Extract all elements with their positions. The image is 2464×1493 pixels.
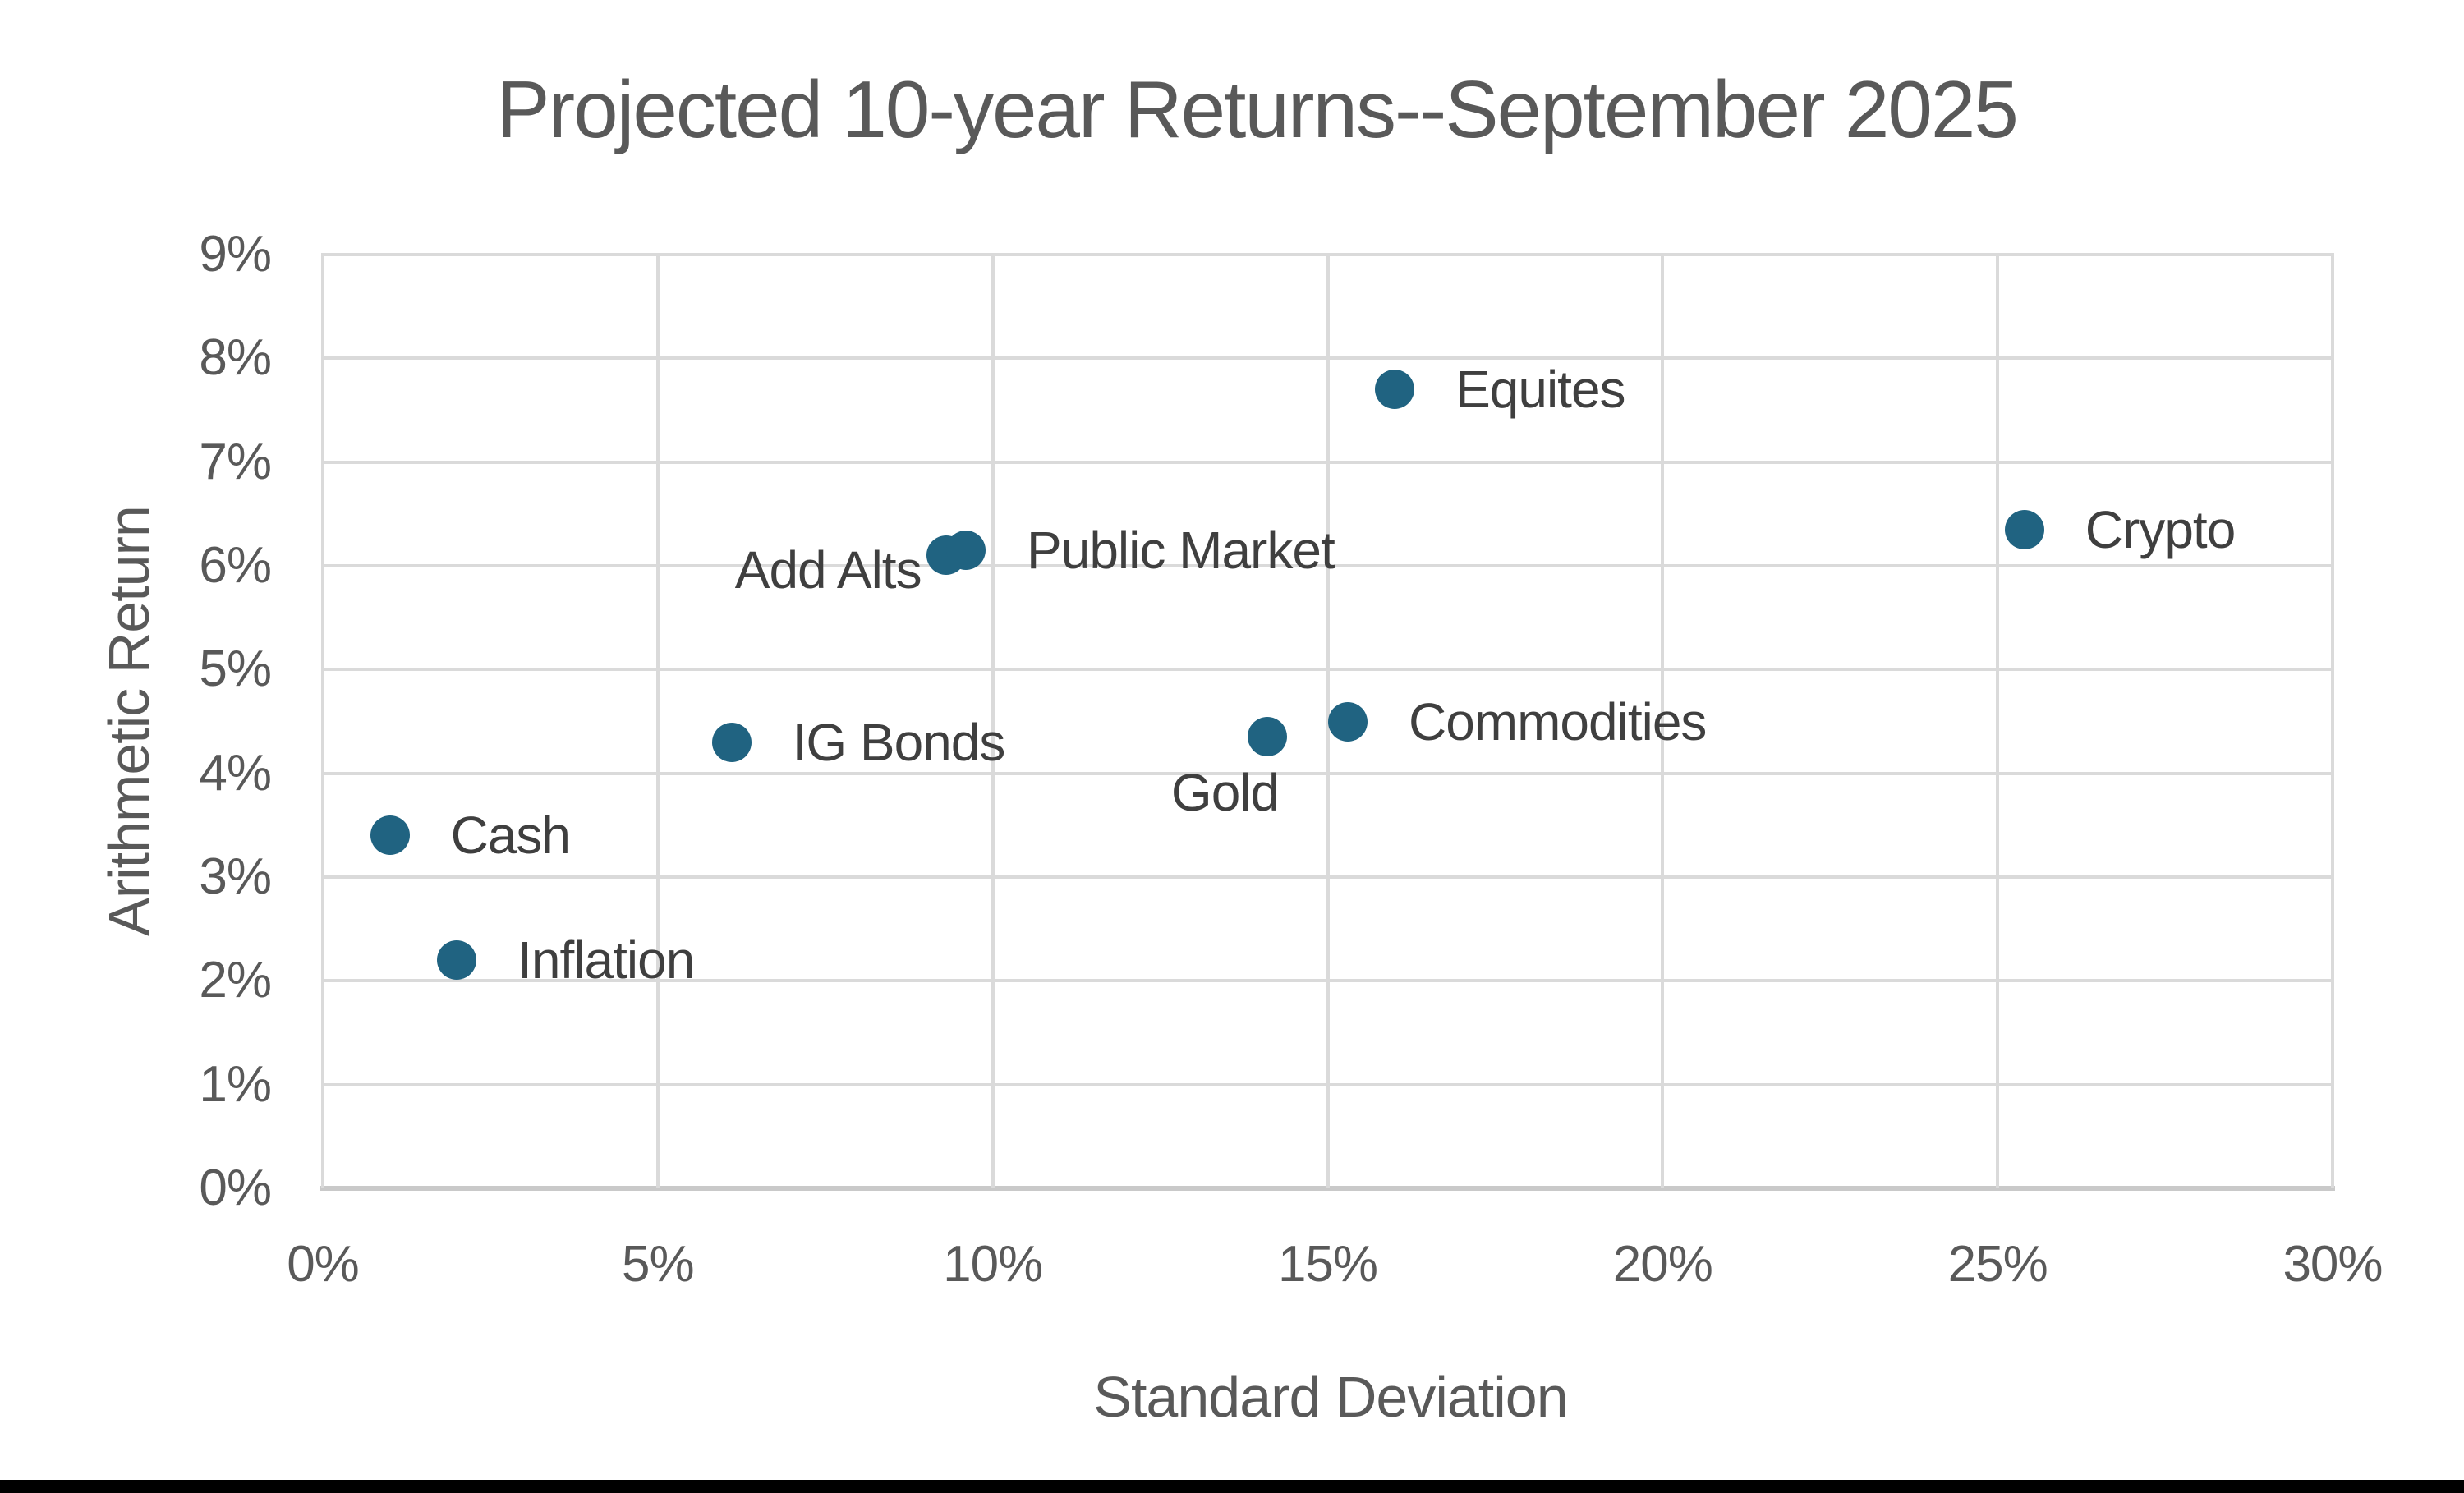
gridline-vertical [1661, 255, 1665, 1188]
x-axis-line [320, 1186, 2335, 1191]
data-point-cash [370, 815, 410, 856]
x-tick-label: 30% [2282, 1236, 2383, 1293]
point-label-inflation: Inflation [517, 930, 695, 990]
x-tick-label: 10% [943, 1236, 1043, 1293]
y-tick-label: 9% [199, 226, 272, 283]
data-point-inflation [437, 940, 477, 981]
footer-bar [0, 1480, 2464, 1493]
data-point-crypto [2004, 509, 2044, 549]
data-point-ig-bonds [711, 722, 752, 762]
y-tick-label: 3% [199, 848, 272, 905]
gridline-vertical [655, 255, 660, 1188]
gridline-vertical [2331, 255, 2334, 1188]
point-label-equites: Equites [1455, 360, 1625, 420]
x-axis-title: Standard Deviation [1093, 1365, 1568, 1429]
gridline-vertical [991, 255, 995, 1188]
gridline-vertical [321, 255, 324, 1188]
x-tick-label: 0% [287, 1236, 360, 1293]
data-point-public-market [946, 531, 986, 571]
x-tick-label: 25% [1947, 1236, 2048, 1293]
y-tick-label: 4% [199, 744, 272, 802]
y-tick-label: 6% [199, 537, 272, 594]
point-label-commodities: Commodities [1408, 691, 1707, 751]
data-point-equites [1375, 370, 1415, 410]
x-tick-label: 15% [1277, 1236, 1378, 1293]
point-label-ig-bonds: IG Bonds [792, 712, 1006, 772]
point-label-add-alts: Add Alts [734, 540, 922, 600]
point-label-gold: Gold [1170, 763, 1280, 823]
y-tick-label: 8% [199, 329, 272, 387]
point-label-cash: Cash [450, 806, 571, 866]
x-tick-label: 20% [1612, 1236, 1713, 1293]
point-label-crypto: Crypto [2085, 499, 2236, 559]
chart-title: Projected 10-year Returns--September 202… [496, 64, 2019, 154]
y-tick-label: 1% [199, 1055, 272, 1113]
y-tick-label: 0% [199, 1160, 272, 1216]
x-tick-label: 5% [622, 1236, 695, 1293]
point-label-public-market: Public Market [1027, 521, 1335, 581]
y-tick-label: 7% [199, 433, 272, 490]
y-tick-label: 5% [199, 641, 272, 698]
y-tick-label: 2% [199, 952, 272, 1009]
gridline-vertical [1326, 255, 1330, 1188]
data-point-commodities [1327, 701, 1368, 742]
gridline-vertical [1996, 255, 2000, 1188]
data-point-gold [1248, 717, 1288, 757]
